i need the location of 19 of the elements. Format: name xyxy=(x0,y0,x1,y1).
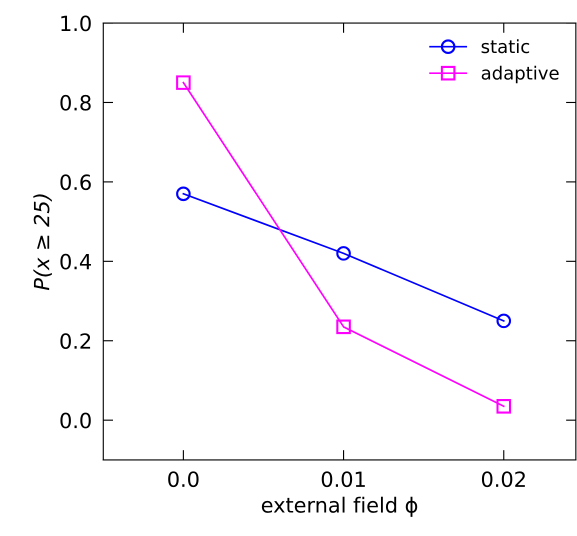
x-axis-title: external field ϕ xyxy=(262,496,418,517)
point xyxy=(496,314,512,328)
x-tick-label: 0.01 xyxy=(322,471,365,488)
y-tick-label: 0.8 xyxy=(60,94,91,111)
point xyxy=(496,398,512,414)
legend-label: static xyxy=(482,39,530,54)
y-axis-title: P(x ≥ 25) xyxy=(33,194,52,290)
point xyxy=(176,75,191,90)
y-tick-label: 0.0 xyxy=(60,412,91,428)
point xyxy=(336,246,351,261)
point xyxy=(336,320,351,334)
point xyxy=(176,186,191,202)
y-tick-label: 0.4 xyxy=(60,254,92,270)
x-tick-label: 0.02 xyxy=(482,471,525,488)
y-tick-label: 1.0 xyxy=(61,16,91,32)
y-tick-label: 0.6 xyxy=(60,174,91,190)
legend-label: adaptive xyxy=(482,66,559,84)
y-tick-label: 0.2 xyxy=(60,333,90,349)
x-tick-label: 0.0 xyxy=(168,471,199,488)
